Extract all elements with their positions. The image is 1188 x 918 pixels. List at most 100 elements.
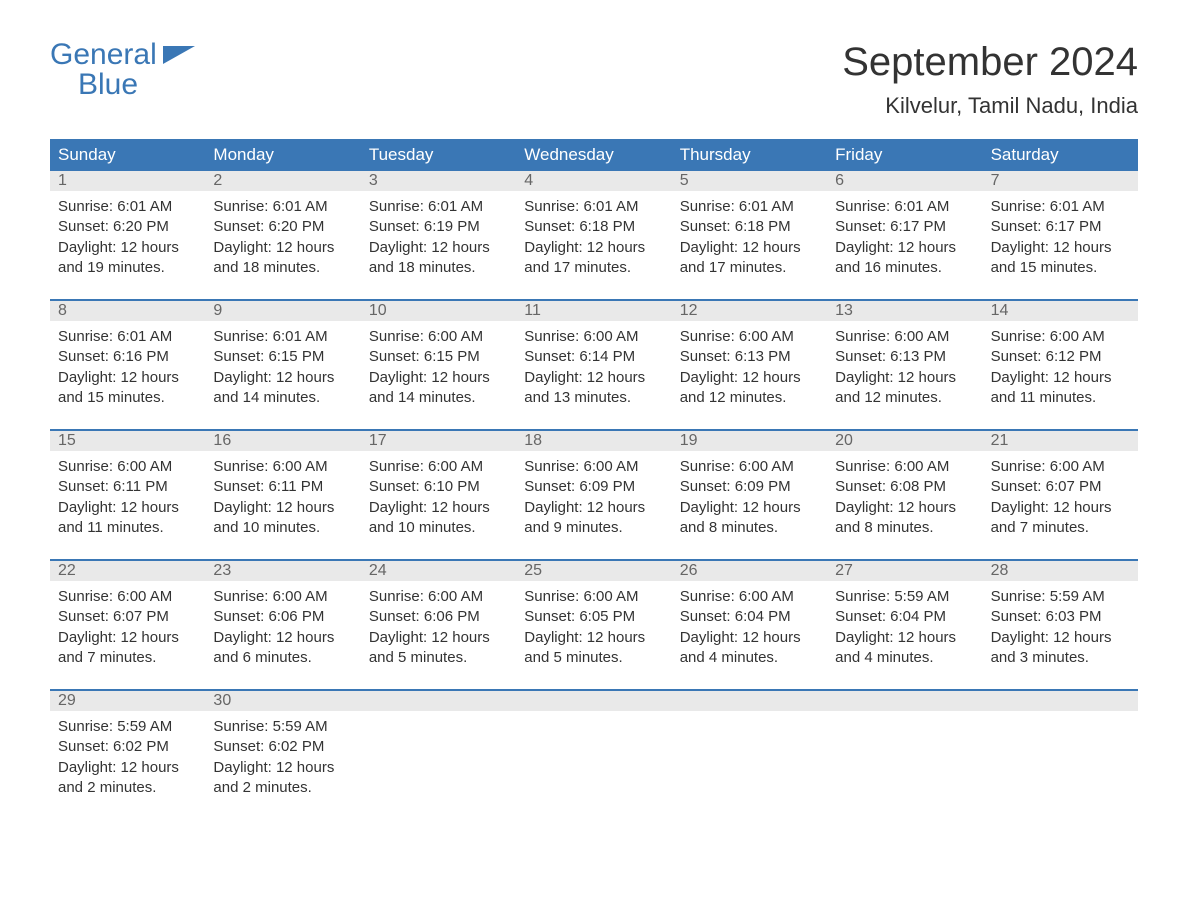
day-cell: Sunrise: 6:01 AMSunset: 6:20 PMDaylight:… (50, 191, 205, 287)
daylight-text-2: and 8 minutes. (835, 518, 974, 538)
logo-text-general: General (50, 40, 157, 70)
sunrise-text: Sunrise: 6:00 AM (524, 327, 663, 347)
daylight-text-2: and 6 minutes. (213, 648, 352, 668)
daylight-text: Daylight: 12 hours (991, 498, 1130, 518)
day-number: 18 (516, 431, 671, 451)
daylight-text: Daylight: 12 hours (58, 758, 197, 778)
sunset-text: Sunset: 6:20 PM (213, 217, 352, 237)
sunrise-text: Sunrise: 6:00 AM (835, 457, 974, 477)
logo-triangle-icon (163, 46, 195, 64)
day-number: 7 (983, 171, 1138, 191)
day-cell: Sunrise: 5:59 AMSunset: 6:02 PMDaylight:… (50, 711, 205, 807)
day-cell: Sunrise: 6:00 AMSunset: 6:13 PMDaylight:… (672, 321, 827, 417)
sunset-text: Sunset: 6:20 PM (58, 217, 197, 237)
day-number: 30 (205, 691, 360, 711)
sunset-text: Sunset: 6:15 PM (369, 347, 508, 367)
daylight-text-2: and 15 minutes. (58, 388, 197, 408)
week-row: 2930Sunrise: 5:59 AMSunset: 6:02 PMDayli… (50, 689, 1138, 807)
day-number: 3 (361, 171, 516, 191)
day-cell (983, 711, 1138, 807)
day-cell: Sunrise: 6:00 AMSunset: 6:07 PMDaylight:… (50, 581, 205, 677)
day-cell: Sunrise: 5:59 AMSunset: 6:04 PMDaylight:… (827, 581, 982, 677)
daylight-text: Daylight: 12 hours (680, 368, 819, 388)
sunset-text: Sunset: 6:15 PM (213, 347, 352, 367)
daynum-row: 891011121314 (50, 301, 1138, 321)
sunset-text: Sunset: 6:05 PM (524, 607, 663, 627)
day-number: 5 (672, 171, 827, 191)
daylight-text-2: and 17 minutes. (680, 258, 819, 278)
daylight-text: Daylight: 12 hours (835, 628, 974, 648)
sunrise-text: Sunrise: 6:00 AM (835, 327, 974, 347)
day-number: 13 (827, 301, 982, 321)
daylight-text-2: and 12 minutes. (680, 388, 819, 408)
sunrise-text: Sunrise: 6:01 AM (680, 197, 819, 217)
calendar: Sunday Monday Tuesday Wednesday Thursday… (50, 139, 1138, 807)
sunrise-text: Sunrise: 5:59 AM (58, 717, 197, 737)
sunrise-text: Sunrise: 6:01 AM (58, 197, 197, 217)
day-number: 11 (516, 301, 671, 321)
daynum-row: 1234567 (50, 171, 1138, 191)
sunrise-text: Sunrise: 6:01 AM (213, 197, 352, 217)
daylight-text: Daylight: 12 hours (213, 498, 352, 518)
day-number (983, 691, 1138, 711)
daylight-text: Daylight: 12 hours (58, 238, 197, 258)
day-number: 1 (50, 171, 205, 191)
sunset-text: Sunset: 6:04 PM (835, 607, 974, 627)
daylight-text-2: and 4 minutes. (835, 648, 974, 668)
day-number: 19 (672, 431, 827, 451)
logo-text-blue: Blue (50, 70, 195, 100)
sunrise-text: Sunrise: 6:00 AM (58, 587, 197, 607)
sunset-text: Sunset: 6:14 PM (524, 347, 663, 367)
day-number: 4 (516, 171, 671, 191)
daylight-text-2: and 14 minutes. (213, 388, 352, 408)
daylight-text: Daylight: 12 hours (524, 368, 663, 388)
daylight-text: Daylight: 12 hours (58, 368, 197, 388)
sunrise-text: Sunrise: 6:01 AM (524, 197, 663, 217)
sunrise-text: Sunrise: 6:01 AM (991, 197, 1130, 217)
day-number: 26 (672, 561, 827, 581)
sunset-text: Sunset: 6:08 PM (835, 477, 974, 497)
daylight-text-2: and 10 minutes. (213, 518, 352, 538)
daylight-text: Daylight: 12 hours (991, 368, 1130, 388)
day-cell: Sunrise: 6:01 AMSunset: 6:16 PMDaylight:… (50, 321, 205, 417)
daylight-text: Daylight: 12 hours (369, 628, 508, 648)
day-number: 16 (205, 431, 360, 451)
sunset-text: Sunset: 6:02 PM (58, 737, 197, 757)
daylight-text: Daylight: 12 hours (369, 498, 508, 518)
day-cell: Sunrise: 6:00 AMSunset: 6:12 PMDaylight:… (983, 321, 1138, 417)
day-cell: Sunrise: 5:59 AMSunset: 6:03 PMDaylight:… (983, 581, 1138, 677)
weeks-container: 1234567Sunrise: 6:01 AMSunset: 6:20 PMDa… (50, 171, 1138, 807)
daylight-text: Daylight: 12 hours (991, 628, 1130, 648)
day-number: 9 (205, 301, 360, 321)
daylight-text-2: and 2 minutes. (213, 778, 352, 798)
week-row: 15161718192021Sunrise: 6:00 AMSunset: 6:… (50, 429, 1138, 547)
sunset-text: Sunset: 6:03 PM (991, 607, 1130, 627)
daynum-row: 2930 (50, 691, 1138, 711)
day-header-monday: Monday (205, 139, 360, 171)
day-number: 24 (361, 561, 516, 581)
sunset-text: Sunset: 6:10 PM (369, 477, 508, 497)
day-number: 12 (672, 301, 827, 321)
daylight-text: Daylight: 12 hours (524, 628, 663, 648)
daylight-text: Daylight: 12 hours (213, 758, 352, 778)
sunset-text: Sunset: 6:16 PM (58, 347, 197, 367)
daylight-text-2: and 5 minutes. (524, 648, 663, 668)
day-number: 27 (827, 561, 982, 581)
sunrise-text: Sunrise: 6:00 AM (680, 327, 819, 347)
daylight-text: Daylight: 12 hours (213, 368, 352, 388)
daylight-text-2: and 19 minutes. (58, 258, 197, 278)
daylight-text-2: and 12 minutes. (835, 388, 974, 408)
day-cell: Sunrise: 6:00 AMSunset: 6:13 PMDaylight:… (827, 321, 982, 417)
sunrise-text: Sunrise: 6:00 AM (680, 587, 819, 607)
day-number: 29 (50, 691, 205, 711)
daylight-text-2: and 10 minutes. (369, 518, 508, 538)
day-cell: Sunrise: 6:00 AMSunset: 6:06 PMDaylight:… (361, 581, 516, 677)
day-number: 20 (827, 431, 982, 451)
daylight-text: Daylight: 12 hours (213, 628, 352, 648)
day-number: 17 (361, 431, 516, 451)
day-number: 10 (361, 301, 516, 321)
day-cell: Sunrise: 6:00 AMSunset: 6:11 PMDaylight:… (205, 451, 360, 547)
sunset-text: Sunset: 6:11 PM (213, 477, 352, 497)
sunrise-text: Sunrise: 6:00 AM (213, 457, 352, 477)
day-number: 15 (50, 431, 205, 451)
